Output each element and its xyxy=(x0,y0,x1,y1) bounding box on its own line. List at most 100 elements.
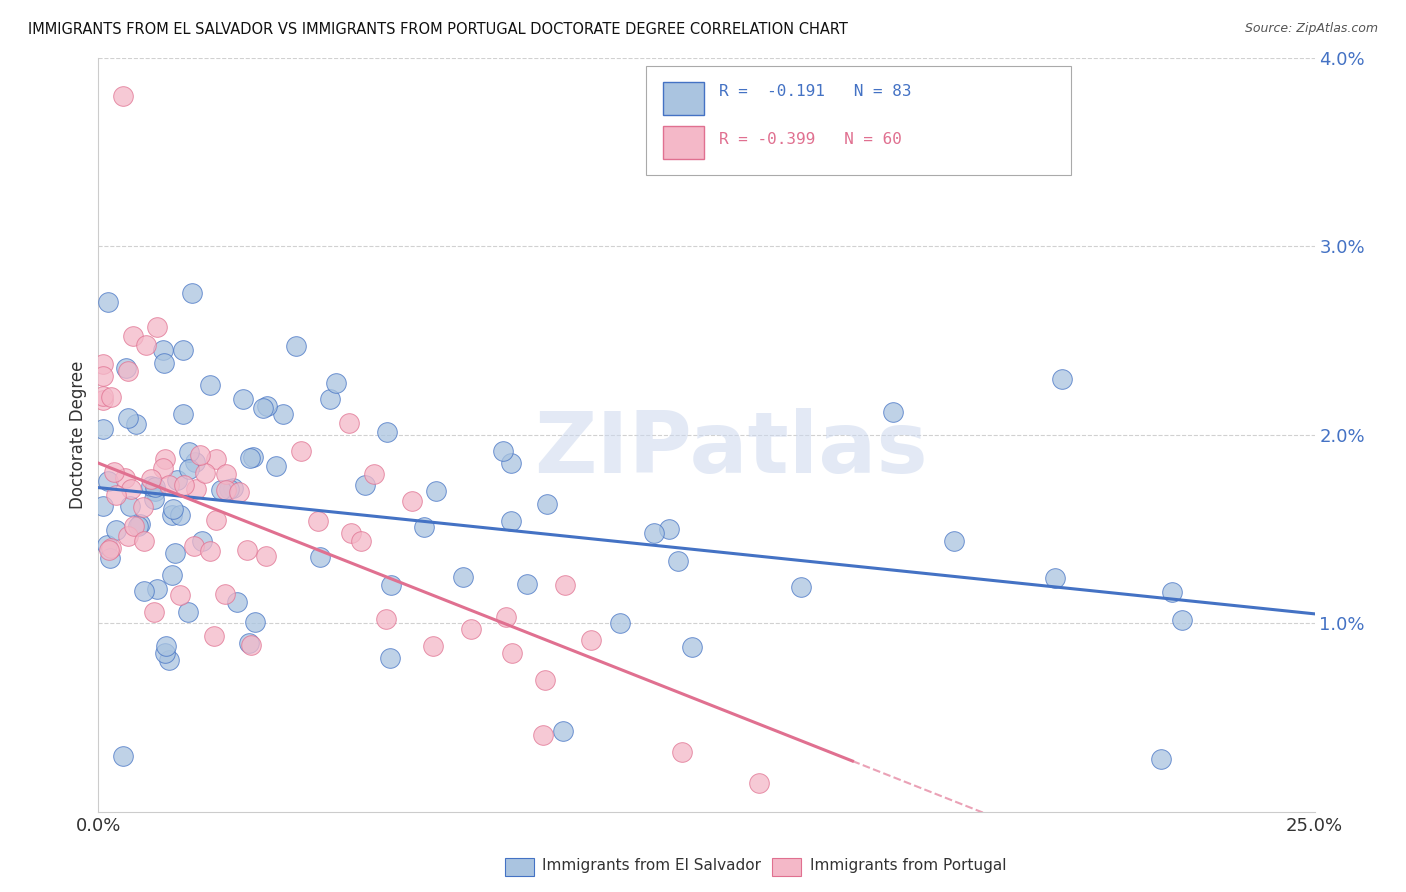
Point xyxy=(308,549,330,564)
Point xyxy=(122,329,145,343)
Point xyxy=(157,478,180,492)
Point xyxy=(748,775,770,789)
Point xyxy=(100,390,122,404)
Point xyxy=(425,483,447,498)
Point xyxy=(142,491,165,506)
Point xyxy=(127,519,149,533)
Point xyxy=(103,465,125,479)
Point xyxy=(501,456,523,470)
Point xyxy=(134,534,156,549)
Point xyxy=(609,615,631,630)
Point xyxy=(501,515,523,529)
Point xyxy=(531,728,554,742)
Point xyxy=(202,629,225,643)
Point xyxy=(495,610,517,624)
Point xyxy=(160,508,183,522)
Point xyxy=(235,543,257,558)
Point xyxy=(160,567,183,582)
Point xyxy=(141,479,163,493)
Point xyxy=(169,588,191,602)
Point xyxy=(181,286,204,301)
Point xyxy=(554,578,576,592)
Point xyxy=(98,542,121,557)
Point xyxy=(100,541,122,555)
Point xyxy=(96,294,118,309)
Point xyxy=(135,338,157,352)
Point xyxy=(91,499,114,513)
Point xyxy=(658,522,681,536)
Point xyxy=(942,533,965,548)
Text: Immigrants from Portugal: Immigrants from Portugal xyxy=(810,858,1007,873)
Point xyxy=(266,458,288,473)
Point xyxy=(104,524,127,538)
Point xyxy=(172,407,194,421)
Point xyxy=(790,580,813,594)
Point xyxy=(380,578,402,592)
Point xyxy=(111,749,134,764)
Point xyxy=(422,640,444,654)
Point xyxy=(125,417,148,432)
Point xyxy=(134,584,156,599)
Point xyxy=(91,357,114,371)
Point xyxy=(375,612,398,626)
Point xyxy=(536,497,558,511)
Point xyxy=(1160,584,1182,599)
Point xyxy=(363,467,385,482)
Point xyxy=(1150,752,1173,766)
Point xyxy=(166,474,188,488)
Point xyxy=(143,480,166,494)
Point xyxy=(97,474,120,488)
Y-axis label: Doctorate Degree: Doctorate Degree xyxy=(69,360,87,509)
Point xyxy=(169,508,191,522)
Point xyxy=(120,499,142,513)
FancyBboxPatch shape xyxy=(505,858,534,876)
Point xyxy=(290,444,312,458)
Point xyxy=(209,483,232,497)
Text: Source: ZipAtlas.com: Source: ZipAtlas.com xyxy=(1244,22,1378,36)
Point xyxy=(120,482,142,496)
Point xyxy=(91,389,114,403)
Point xyxy=(198,378,221,392)
Text: R =  -0.191   N = 83: R = -0.191 N = 83 xyxy=(718,85,911,99)
Point xyxy=(882,404,904,418)
Point xyxy=(173,478,195,492)
Point xyxy=(132,500,155,514)
Point xyxy=(157,653,180,667)
Point xyxy=(155,639,177,653)
Point xyxy=(214,587,236,601)
Point xyxy=(198,544,221,558)
Point xyxy=(152,461,174,475)
Point xyxy=(239,451,262,466)
Point xyxy=(228,484,250,499)
Point xyxy=(145,582,167,596)
Point xyxy=(91,368,114,383)
Point xyxy=(153,646,176,660)
Point xyxy=(184,455,207,469)
Point xyxy=(252,401,274,416)
Point xyxy=(681,640,703,655)
Point xyxy=(1052,372,1074,386)
FancyBboxPatch shape xyxy=(645,65,1071,175)
Point xyxy=(271,407,294,421)
Point xyxy=(340,526,363,541)
Point xyxy=(115,361,138,376)
Point xyxy=(460,623,482,637)
Point xyxy=(1045,571,1067,585)
Point xyxy=(139,472,162,486)
Point xyxy=(205,451,228,466)
Point xyxy=(128,516,150,531)
Point xyxy=(325,376,347,391)
Point xyxy=(1170,613,1192,627)
Point xyxy=(222,481,245,495)
Point xyxy=(117,410,139,425)
Point xyxy=(401,494,423,508)
Point xyxy=(172,343,194,357)
Point xyxy=(111,88,134,103)
Text: ZIPatlas: ZIPatlas xyxy=(534,409,928,491)
Point xyxy=(671,745,693,759)
Text: Immigrants from El Salvador: Immigrants from El Salvador xyxy=(543,858,761,873)
Point xyxy=(188,448,211,462)
Point xyxy=(491,444,513,458)
Point xyxy=(152,356,174,370)
Point xyxy=(218,482,240,496)
